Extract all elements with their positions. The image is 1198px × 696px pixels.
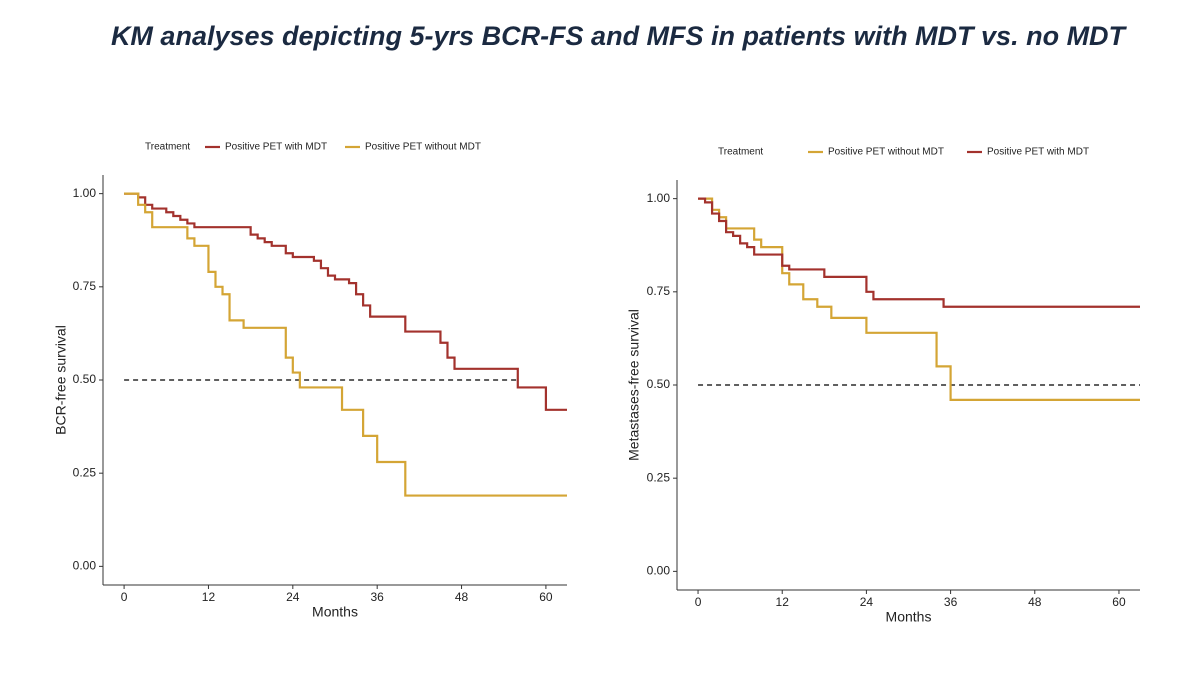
survival-curve: [698, 197, 1140, 402]
legend-title: Treatment: [718, 147, 763, 158]
survival-curve: [698, 197, 1140, 308]
legend-title: Treatment: [145, 142, 190, 153]
legend-label: Positive PET without MDT: [365, 142, 481, 153]
x-tick-label: 36: [371, 590, 385, 604]
x-tick-label: 36: [944, 595, 958, 609]
legend-label: Positive PET with MDT: [987, 147, 1089, 158]
y-tick-label: 0.25: [647, 470, 671, 484]
legend-label: Positive PET with MDT: [225, 142, 327, 153]
x-tick-label: 48: [455, 590, 469, 604]
x-tick-label: 60: [1112, 595, 1126, 609]
y-tick-label: 0.50: [647, 377, 671, 391]
y-axis-title: Metastases-free survival: [626, 309, 642, 461]
y-axis-title: BCR-free survival: [53, 325, 69, 435]
slide-title: KM analyses depicting 5-yrs BCR-FS and M…: [111, 21, 1128, 51]
x-tick-label: 12: [202, 590, 216, 604]
x-tick-label: 24: [286, 590, 300, 604]
y-tick-label: 0.50: [73, 372, 97, 386]
y-tick-label: 0.75: [73, 279, 97, 293]
x-axis-title: Months: [886, 609, 932, 625]
x-tick-label: 0: [695, 595, 702, 609]
y-tick-label: 1.00: [73, 186, 97, 200]
survival-curve: [124, 192, 567, 411]
y-tick-label: 0.25: [73, 465, 97, 479]
survival-curve: [124, 192, 567, 497]
x-tick-label: 0: [121, 590, 128, 604]
y-tick-label: 0.75: [647, 284, 671, 298]
y-tick-label: 1.00: [647, 191, 671, 205]
x-tick-label: 24: [860, 595, 874, 609]
y-tick-label: 0.00: [73, 559, 97, 573]
y-tick-label: 0.00: [647, 564, 671, 578]
legend-label: Positive PET without MDT: [828, 147, 944, 158]
x-axis-title: Months: [312, 604, 358, 620]
x-tick-label: 12: [776, 595, 790, 609]
x-tick-label: 60: [539, 590, 553, 604]
x-tick-label: 48: [1028, 595, 1042, 609]
